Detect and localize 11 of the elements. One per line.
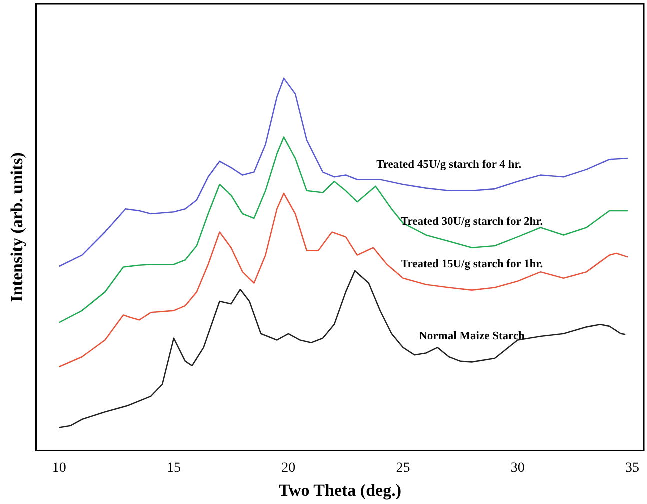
series-label: Treated 15U/g starch for 1hr. — [400, 258, 544, 271]
x-tick-label: 25 — [396, 460, 410, 476]
x-tick-label: 10 — [52, 460, 66, 476]
x-tick-label: 35 — [626, 460, 640, 476]
x-tick-label: 15 — [166, 460, 181, 476]
series-label: Treated 45U/g starch for 4 hr. — [376, 159, 522, 172]
x-axis-title: Two Theta (deg.) — [278, 481, 402, 500]
series-label: Normal Maize Starch — [419, 330, 526, 342]
x-tick-label: 20 — [282, 460, 296, 476]
y-axis-title: Intensity (arb. units) — [8, 152, 27, 302]
x-tick-label: 30 — [510, 460, 525, 476]
